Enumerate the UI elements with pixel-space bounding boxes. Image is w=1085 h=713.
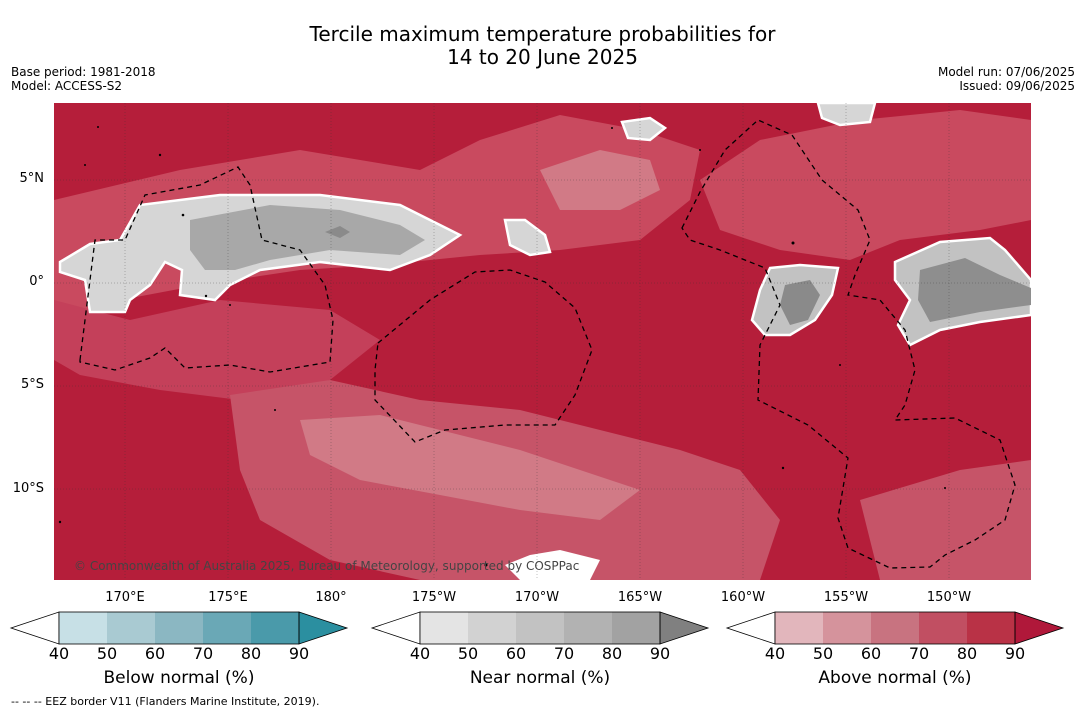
near-normal-colorbar: [370, 611, 710, 645]
near-tick-40: 40: [409, 644, 431, 663]
below-normal-label: Below normal (%): [103, 668, 255, 688]
above-tick-40: 40: [764, 644, 786, 663]
lon-label-155w: 155°W: [823, 590, 869, 605]
copyright-notice: © Commonwealth of Australia 2025, Bureau…: [74, 559, 580, 573]
map-title-line2: 14 to 20 June 2025: [447, 45, 638, 69]
lon-label-175w: 175°W: [411, 590, 457, 605]
lon-label-150w: 150°W: [926, 590, 972, 605]
near-normal-west-core: [190, 205, 425, 270]
map-title-line1: Tercile maximum temperature probabilitie…: [309, 22, 776, 46]
above-normal-swatch-70: [919, 612, 967, 644]
above-normal-colorbar: [725, 611, 1065, 645]
above-normal-label: Above normal (%): [818, 668, 972, 688]
lat-label-10s: 10°S: [12, 481, 44, 496]
near-normal-swatch-70: [564, 612, 612, 644]
eez-border-note: -- -- -- EEZ border V11 (Flanders Marine…: [11, 695, 320, 708]
graticule: [54, 103, 1031, 580]
near-normal-top-patch: [816, 103, 877, 127]
above-tick-60: 60: [860, 644, 882, 663]
below-tick-50: 50: [96, 644, 118, 663]
below-normal-swatch-40: [59, 612, 107, 644]
below-tick-90: 90: [288, 644, 310, 663]
lon-label-165w: 165°W: [617, 590, 663, 605]
near-normal-east-core: [780, 280, 820, 325]
above-normal-70-northeast: [700, 110, 1031, 260]
near-normal-swatch-50: [468, 612, 516, 644]
above-normal-swatch-80: [967, 612, 1015, 644]
above-normal-swatch-50: [823, 612, 871, 644]
near-normal-swatch-60: [516, 612, 564, 644]
above-tick-80: 80: [956, 644, 978, 663]
above-normal-75-band: [54, 300, 380, 400]
near-normal-label: Near normal (%): [469, 668, 611, 688]
near-normal-swatch-80: [612, 612, 660, 644]
below-normal-swatch-50: [107, 612, 155, 644]
near-tick-80: 80: [601, 644, 623, 663]
near-normal-swatch-90: [659, 611, 710, 645]
eez-borders: [79, 119, 1016, 569]
below-tick-80: 80: [240, 644, 262, 663]
issued-date: Issued: 09/06/2025: [959, 79, 1075, 93]
above-normal-swatch-60: [871, 612, 919, 644]
below-normal-swatch-under: [9, 611, 60, 645]
above-normal-65-southeast: [860, 460, 1031, 580]
model-name: Model: ACCESS-S2: [11, 79, 123, 93]
near-tick-70: 70: [553, 644, 575, 663]
above-normal-swatch-40: [775, 612, 823, 644]
near-normal-far-east-core: [918, 258, 1031, 322]
near-normal-swatch-40: [420, 612, 468, 644]
near-tick-50: 50: [457, 644, 479, 663]
near-tick-90: 90: [649, 644, 671, 663]
above-tick-70: 70: [908, 644, 930, 663]
below-normal-swatch-90: [298, 611, 349, 645]
lat-label-5s: 5°S: [20, 377, 44, 392]
near-normal-swatch-under: [370, 611, 421, 645]
lon-label-180: 180°: [315, 590, 347, 605]
below-tick-60: 60: [144, 644, 166, 663]
near-normal-north-patch: [620, 116, 668, 142]
above-tick-90: 90: [1004, 644, 1026, 663]
lon-label-170w: 170°W: [514, 590, 560, 605]
low-probability-south: [505, 550, 600, 580]
base-period: Base period: 1981-2018: [11, 65, 156, 79]
lat-label-0: 0°: [29, 274, 44, 289]
map-field: [54, 103, 1031, 580]
below-tick-40: 40: [48, 644, 70, 663]
lat-label-5n: 5°N: [19, 171, 45, 186]
below-normal-swatch-80: [251, 612, 299, 644]
meta-right: Model run: 07/06/2025 Issued: 09/06/2025: [938, 65, 1075, 93]
below-normal-swatch-70: [203, 612, 251, 644]
below-tick-70: 70: [192, 644, 214, 663]
lon-label-170e: 170°E: [105, 590, 145, 605]
above-normal-swatch-90: [1014, 611, 1065, 645]
islands: [58, 126, 946, 567]
below-normal-swatch-60: [155, 612, 203, 644]
meta-left: Base period: 1981-2018 Model: ACCESS-S2: [11, 65, 156, 93]
lon-label-160w: 160°W: [720, 590, 766, 605]
model-run: Model run: 07/06/2025: [937, 65, 1075, 79]
above-tick-50: 50: [812, 644, 834, 663]
above-normal-swatch-under: [725, 611, 776, 645]
near-tick-60: 60: [505, 644, 527, 663]
below-normal-colorbar: [9, 611, 349, 645]
near-normal-west-peak: [325, 226, 350, 238]
near-normal-small-patch: [503, 218, 552, 257]
lon-label-175e: 175°E: [208, 590, 248, 605]
above-normal-60-south: [300, 415, 640, 520]
